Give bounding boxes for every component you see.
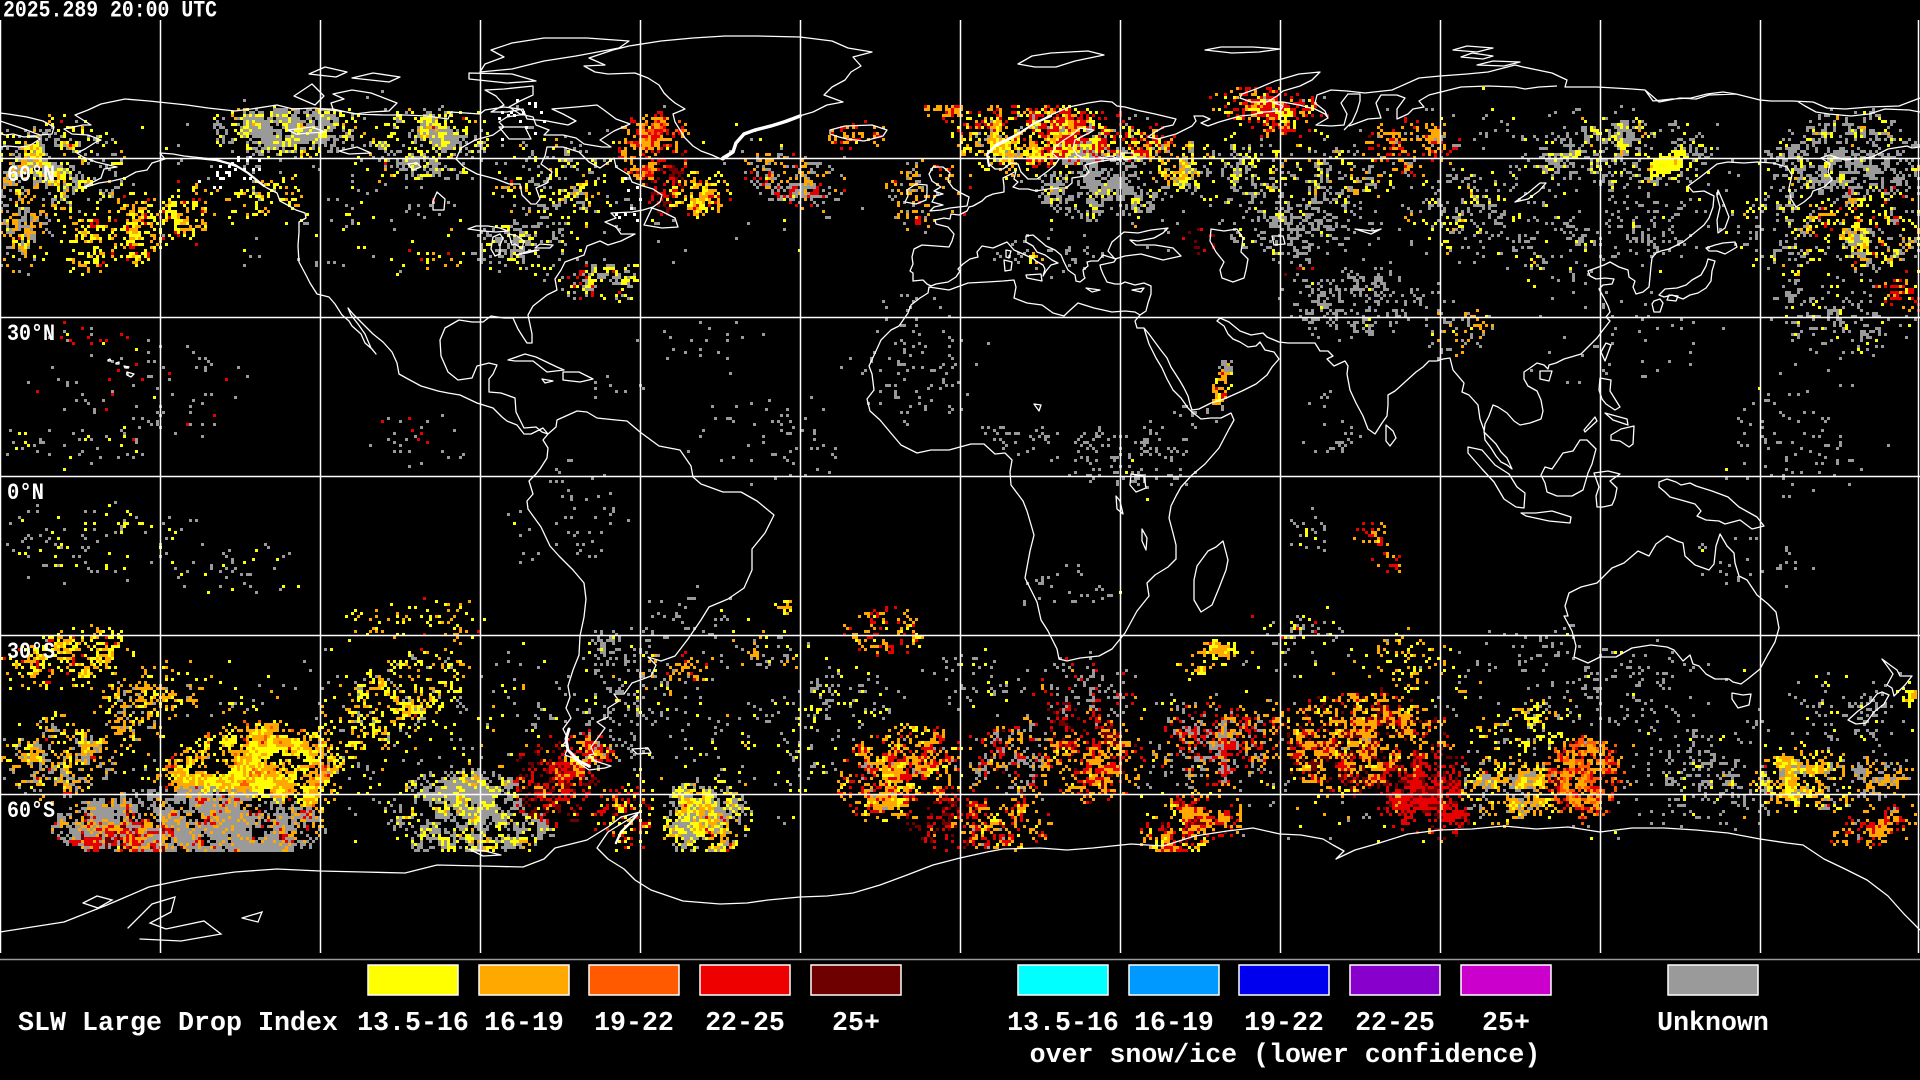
- svg-text:19-22: 19-22: [594, 1008, 674, 1038]
- svg-text:25+: 25+: [1482, 1008, 1530, 1038]
- svg-text:22-25: 22-25: [1355, 1008, 1435, 1038]
- svg-text:22-25: 22-25: [705, 1008, 785, 1038]
- svg-text:Unknown: Unknown: [1657, 1008, 1769, 1038]
- svg-text:2025.289 20:00 UTC: 2025.289 20:00 UTC: [3, 0, 217, 24]
- svg-text:13.5-16: 13.5-16: [1007, 1008, 1119, 1038]
- svg-text:30°S: 30°S: [7, 639, 55, 665]
- svg-text:16-19: 16-19: [1134, 1008, 1214, 1038]
- svg-text:60°S: 60°S: [7, 798, 55, 824]
- svg-text:30°N: 30°N: [7, 321, 55, 347]
- svg-text:19-22: 19-22: [1244, 1008, 1324, 1038]
- svg-text:over snow/ice (lower confidenc: over snow/ice (lower confidence): [1030, 1040, 1541, 1070]
- svg-text:25+: 25+: [832, 1008, 880, 1038]
- svg-text:0°N: 0°N: [7, 480, 44, 506]
- svg-text:60°N: 60°N: [7, 162, 55, 188]
- svg-text:13.5-16: 13.5-16: [357, 1008, 469, 1038]
- svg-text:16-19: 16-19: [484, 1008, 564, 1038]
- svg-text:SLW Large Drop Index: SLW Large Drop Index: [18, 1008, 338, 1038]
